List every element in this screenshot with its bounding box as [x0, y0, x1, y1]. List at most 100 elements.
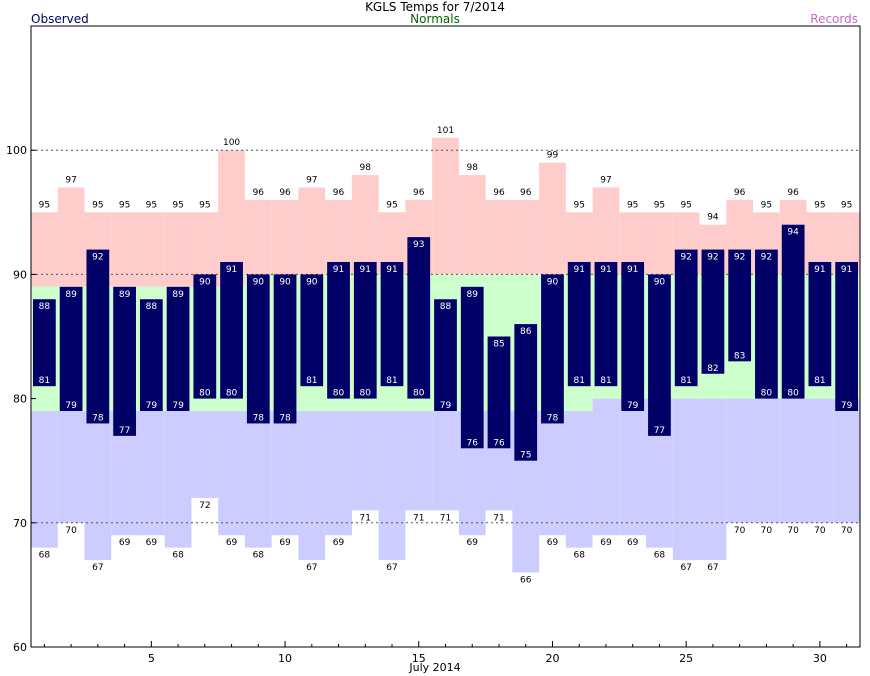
observed-high-label: 88 — [146, 302, 158, 312]
observed-high-label: 91 — [600, 265, 611, 275]
record-low-label: 68 — [172, 551, 184, 561]
record-high-band — [271, 199, 299, 275]
record-high-label: 94 — [707, 213, 719, 223]
observed-high-label: 92 — [92, 253, 103, 263]
x-axis-label: July 2014 — [409, 661, 461, 674]
x-tick-label: 20 — [545, 652, 559, 665]
observed-low-label: 79 — [841, 401, 853, 411]
record-low-label: 67 — [680, 563, 691, 573]
record-high-band — [539, 162, 566, 275]
record-high-label: 95 — [199, 200, 210, 210]
record-high-band — [298, 187, 326, 275]
x-tick-label: 10 — [278, 652, 292, 665]
observed-low-label: 80 — [333, 389, 345, 399]
record-low-label: 71 — [493, 513, 504, 523]
observed-low-label: 80 — [199, 389, 211, 399]
observed-low-label: 81 — [386, 376, 397, 386]
observed-low-label: 80 — [413, 389, 425, 399]
observed-high-label: 90 — [306, 277, 318, 287]
record-high-label: 98 — [467, 163, 479, 173]
observed-high-label: 89 — [172, 290, 184, 300]
record-high-label: 95 — [841, 200, 852, 210]
record-high-label: 95 — [680, 200, 691, 210]
observed-bar — [567, 261, 591, 387]
record-high-band — [111, 212, 138, 287]
observed-bar — [755, 249, 778, 399]
record-low-label: 70 — [814, 526, 826, 536]
record-low-band — [378, 411, 406, 561]
observed-high-label: 94 — [787, 228, 799, 238]
observed-high-label: 90 — [547, 277, 559, 287]
observed-low-label: 76 — [493, 438, 505, 448]
observed-high-label: 92 — [680, 253, 691, 263]
record-low-label: 67 — [92, 563, 103, 573]
observed-bar — [139, 299, 163, 412]
observed-bar — [701, 249, 725, 374]
observed-high-label: 88 — [440, 302, 452, 312]
record-low-band — [218, 411, 245, 536]
x-tick-label: 15 — [412, 652, 426, 665]
record-low-band — [271, 411, 299, 536]
record-low-band — [191, 411, 219, 498]
record-low-band — [351, 411, 379, 511]
record-low-label: 67 — [386, 563, 397, 573]
record-high-label: 97 — [65, 175, 76, 185]
record-low-band — [592, 398, 620, 536]
record-high-label: 100 — [223, 138, 240, 148]
record-low-band — [164, 411, 192, 548]
observed-high-label: 90 — [654, 277, 666, 287]
observed-low-label: 79 — [172, 401, 184, 411]
record-high-label: 96 — [734, 188, 746, 198]
observed-low-label: 78 — [253, 413, 265, 423]
x-tick-label: 5 — [148, 652, 155, 665]
observed-high-label: 90 — [279, 277, 291, 287]
observed-low-label: 79 — [65, 401, 77, 411]
observed-bar — [353, 261, 377, 399]
record-high-band — [512, 199, 540, 275]
observed-bar — [193, 274, 217, 399]
observed-bar — [59, 286, 83, 412]
record-high-band — [458, 175, 486, 275]
record-low-band — [672, 398, 700, 561]
observed-bar — [594, 261, 618, 387]
observed-high-label: 93 — [413, 240, 424, 250]
y-tick-label: 90 — [13, 268, 27, 281]
record-low-label: 70 — [65, 526, 77, 536]
observed-bar — [514, 324, 538, 461]
record-low-band — [298, 411, 326, 561]
record-low-band — [432, 411, 459, 511]
x-tick-label: 30 — [813, 652, 827, 665]
record-high-label: 95 — [573, 200, 584, 210]
record-low-label: 70 — [734, 526, 746, 536]
record-high-label: 99 — [547, 151, 559, 161]
record-low-band — [833, 398, 860, 523]
observed-low-label: 82 — [707, 364, 718, 374]
observed-low-label: 83 — [734, 351, 745, 361]
record-high-label: 96 — [520, 188, 532, 198]
record-low-label: 68 — [253, 551, 265, 561]
record-high-label: 95 — [172, 200, 183, 210]
record-low-band — [726, 398, 754, 523]
record-low-band — [31, 411, 58, 548]
observed-bar — [460, 286, 484, 449]
record-high-label: 96 — [413, 188, 425, 198]
record-low-label: 68 — [573, 551, 585, 561]
record-low-label: 72 — [199, 501, 210, 511]
record-high-band — [432, 137, 459, 275]
observed-low-label: 81 — [39, 376, 50, 386]
observed-bar — [327, 261, 350, 399]
record-low-label: 67 — [306, 563, 317, 573]
record-low-label: 66 — [520, 575, 532, 585]
observed-bar — [300, 274, 324, 387]
observed-high-label: 90 — [253, 277, 265, 287]
observed-low-label: 79 — [146, 401, 158, 411]
observed-high-label: 86 — [520, 327, 532, 337]
observed-bar — [166, 286, 190, 412]
observed-low-label: 80 — [360, 389, 372, 399]
observed-bar — [648, 274, 671, 436]
observed-high-label: 91 — [333, 265, 344, 275]
observed-low-label: 81 — [573, 376, 584, 386]
record-high-label: 98 — [360, 163, 372, 173]
observed-bar — [674, 249, 698, 387]
record-high-band — [485, 199, 513, 275]
